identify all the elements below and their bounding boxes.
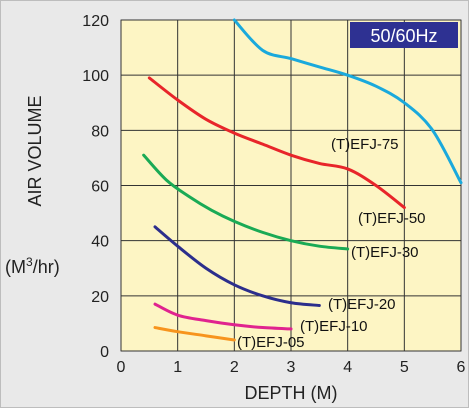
- y-axis-unit: (M3/hr): [5, 255, 60, 277]
- series-label-3: (T)EFJ-30: [351, 244, 419, 261]
- y-tick-label: 60: [91, 179, 109, 196]
- x-tick-label: 0: [117, 359, 126, 376]
- series-label-6: (T)EFJ-05: [237, 334, 305, 351]
- x-tick-label: 3: [287, 359, 296, 376]
- x-tick-label: 6: [457, 359, 466, 376]
- x-tick-label: 5: [400, 359, 409, 376]
- series-line-1: [232, 18, 463, 185]
- frequency-badge-text: 50/60Hz: [370, 26, 437, 46]
- x-tick-label: 2: [230, 359, 239, 376]
- series-line-6: [153, 326, 236, 342]
- y-tick-label: 120: [82, 13, 109, 30]
- series-label-1: (T)EFJ-75: [331, 136, 399, 153]
- series-label-2: (T)EFJ-50: [358, 210, 426, 227]
- y-tick-label: 20: [91, 289, 109, 306]
- y-tick-label: 80: [91, 123, 109, 140]
- frequency-badge-background: [350, 22, 458, 48]
- series-lines: [142, 18, 463, 342]
- series-line-2: [147, 76, 406, 210]
- frequency-badge: 50/60Hz: [350, 22, 458, 48]
- series-line-3: [142, 153, 350, 251]
- series-line-5: [153, 302, 293, 331]
- x-tick-label: 4: [343, 359, 352, 376]
- series-labels: (T)EFJ-75 (T)EFJ-50 (T)EFJ-30 (T)EFJ-20 (T)E…: [237, 136, 426, 351]
- y-tick-label: 100: [82, 68, 109, 85]
- x-axis-title: DEPTH (M): [245, 383, 338, 403]
- series-label-4: (T)EFJ-20: [328, 296, 396, 313]
- y-tick-label: 40: [91, 234, 109, 251]
- x-tick-label: 1: [173, 359, 182, 376]
- series-label-5: (T)EFJ-10: [300, 318, 368, 335]
- series-line-4: [153, 225, 321, 307]
- y-axis-title: AIR VOLUME: [25, 95, 45, 206]
- y-tick-label: 0: [100, 344, 109, 361]
